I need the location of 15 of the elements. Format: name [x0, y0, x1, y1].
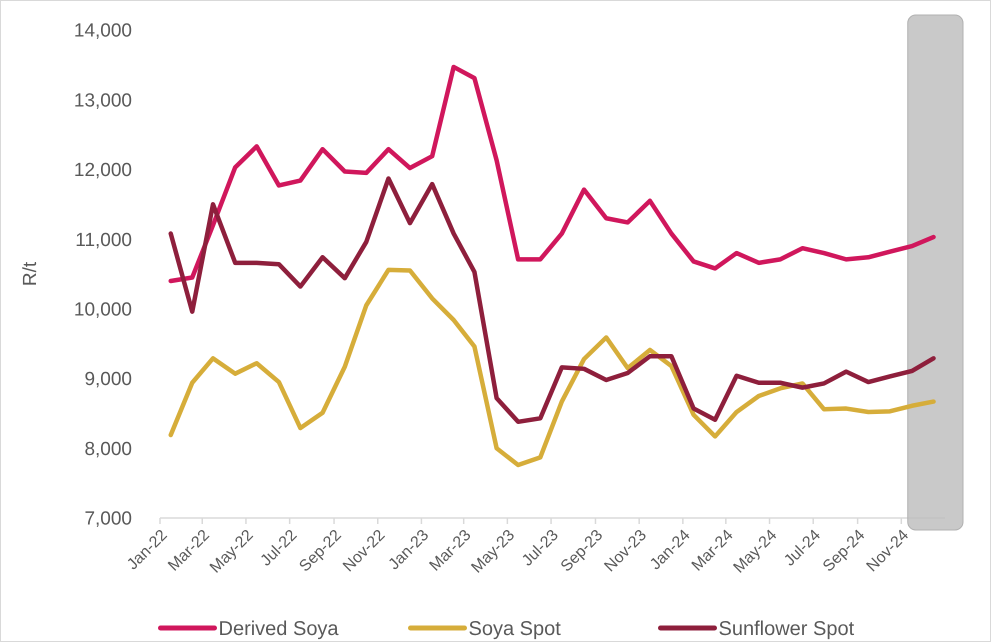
- y-tick-label: 14,000: [74, 20, 132, 42]
- legend-label: Sunflower Spot: [718, 618, 855, 640]
- legend-label: Soya Spot: [468, 618, 562, 640]
- y-tick-label: 13,000: [74, 90, 132, 112]
- y-tick-label: 7,000: [84, 508, 132, 530]
- y-tick-label: 8,000: [84, 438, 132, 460]
- line-series: [168, 268, 936, 468]
- y-tick-label: 9,000: [84, 369, 132, 390]
- line-series: [168, 64, 936, 284]
- y-axis-title: R/t: [20, 261, 41, 286]
- line-series: [168, 176, 936, 424]
- y-tick-label: 11,000: [75, 230, 132, 251]
- y-tick-label: 12,000: [74, 160, 132, 182]
- legend-label: Derived Soya: [218, 618, 340, 640]
- y-tick-label: 10,000: [74, 300, 132, 321]
